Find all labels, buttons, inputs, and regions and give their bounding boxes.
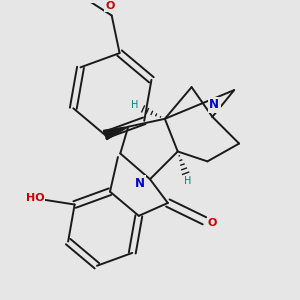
- Text: N: N: [209, 98, 219, 111]
- Polygon shape: [103, 127, 128, 140]
- Text: HO: HO: [26, 193, 44, 202]
- Text: N: N: [135, 177, 145, 190]
- Text: O: O: [208, 218, 217, 228]
- Text: H: H: [184, 176, 191, 186]
- Text: O: O: [105, 1, 114, 10]
- Text: H: H: [131, 100, 139, 110]
